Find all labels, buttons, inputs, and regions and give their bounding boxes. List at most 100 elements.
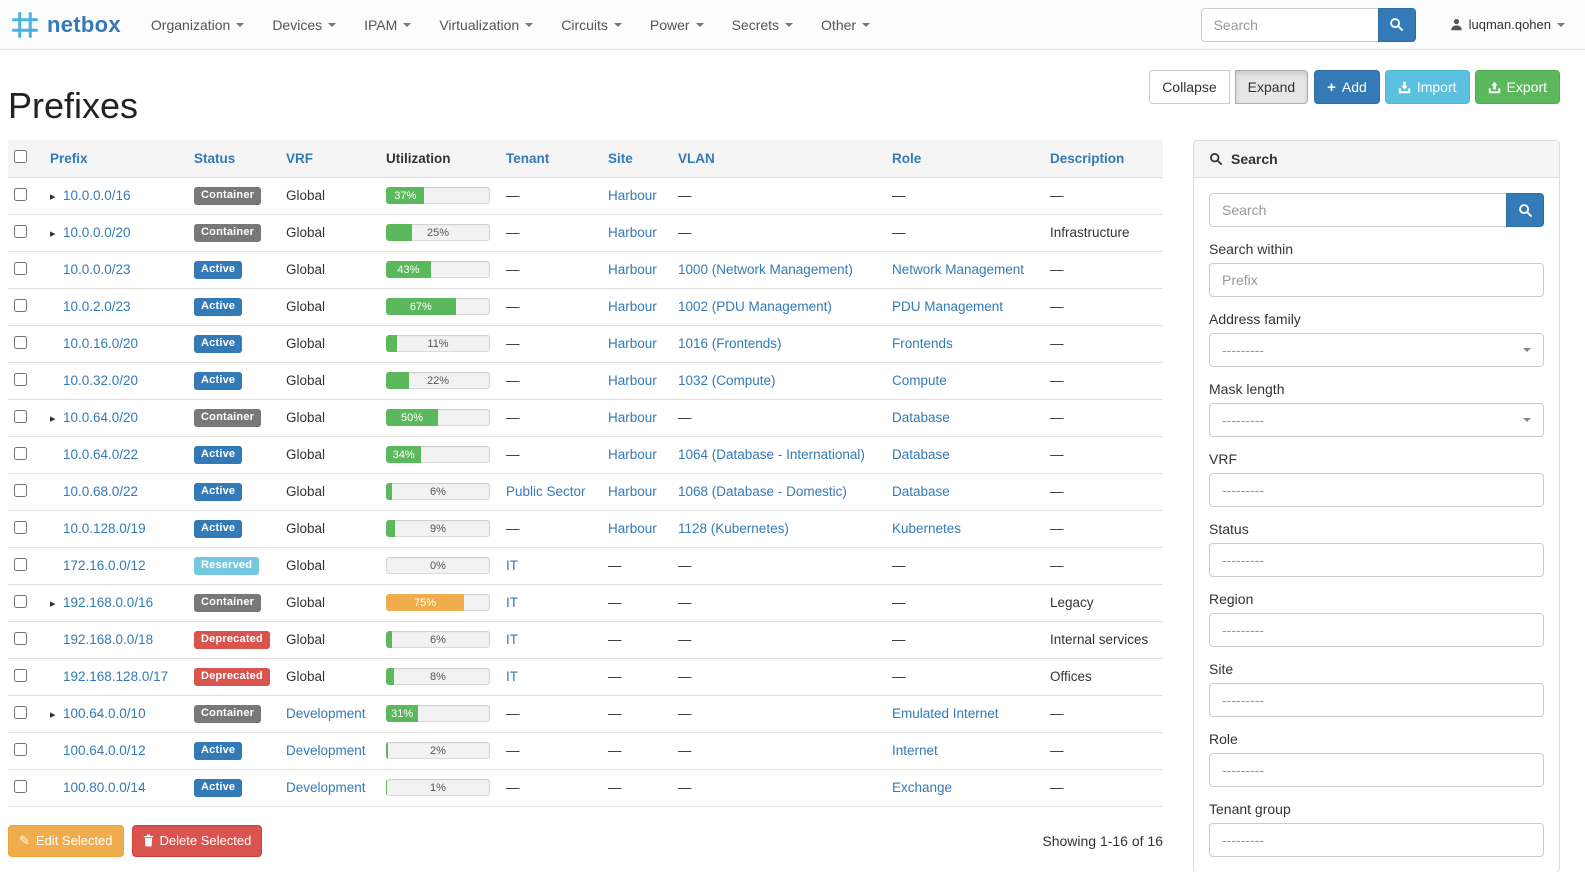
navbar-menu-other[interactable]: Other (807, 0, 884, 50)
expand-caret-icon[interactable]: ▸ (50, 598, 56, 610)
vrf-value[interactable]: Development (286, 743, 366, 758)
column-header-tenant[interactable]: Tenant (500, 140, 602, 178)
navbar-menu-power[interactable]: Power (636, 0, 718, 50)
navbar-menu-ipam[interactable]: IPAM (350, 0, 425, 50)
prefix-link[interactable]: 10.0.64.0/20 (63, 410, 139, 425)
column-header-status[interactable]: Status (188, 140, 280, 178)
prefix-link[interactable]: 192.168.128.0/17 (63, 669, 169, 684)
prefix-link[interactable]: 192.168.0.0/16 (63, 595, 154, 610)
filter-select-status[interactable]: --------- (1209, 543, 1544, 577)
expand-button[interactable]: Expand (1234, 70, 1309, 104)
prefix-link[interactable]: 10.0.2.0/23 (63, 299, 131, 314)
column-header-description[interactable]: Description (1044, 140, 1163, 178)
row-checkbox[interactable] (14, 446, 27, 460)
role-link[interactable]: Compute (892, 373, 947, 388)
netbox-brand[interactable]: netbox (10, 10, 121, 40)
prefix-link[interactable]: 10.0.128.0/19 (63, 521, 146, 536)
role-link[interactable]: Exchange (892, 780, 953, 795)
filter-search-input[interactable] (1209, 193, 1507, 227)
role-link[interactable]: Network Management (892, 262, 1025, 277)
filter-select-tenant-group[interactable]: --------- (1209, 823, 1544, 857)
row-checkbox[interactable] (14, 372, 27, 386)
prefix-link[interactable]: 10.0.64.0/22 (63, 447, 139, 462)
role-link[interactable]: Frontends (892, 336, 953, 351)
navbar-menu-virtualization[interactable]: Virtualization (425, 0, 547, 50)
site-link[interactable]: Harbour (608, 447, 657, 462)
tenant-link[interactable]: IT (506, 632, 518, 647)
user-menu[interactable]: luqman.qohen (1450, 17, 1565, 32)
prefix-link[interactable]: 10.0.0.0/20 (63, 225, 131, 240)
role-link[interactable]: Emulated Internet (892, 706, 999, 721)
row-checkbox[interactable] (14, 483, 27, 497)
expand-caret-icon[interactable]: ▸ (50, 413, 56, 425)
navbar-menu-circuits[interactable]: Circuits (547, 0, 636, 50)
row-checkbox[interactable] (14, 335, 27, 349)
prefix-link[interactable]: 100.80.0.0/14 (63, 780, 146, 795)
site-link[interactable]: Harbour (608, 225, 657, 240)
tenant-link[interactable]: IT (506, 669, 518, 684)
add-button[interactable]: + Add (1314, 70, 1380, 104)
filter-select-vrf[interactable]: --------- (1209, 473, 1544, 507)
row-checkbox[interactable] (14, 187, 27, 201)
vlan-link[interactable]: 1128 (Kubernetes) (678, 521, 789, 536)
prefix-link[interactable]: 10.0.16.0/20 (63, 336, 139, 351)
prefix-link[interactable]: 10.0.0.0/16 (63, 188, 131, 203)
prefix-link[interactable]: 100.64.0.0/12 (63, 743, 146, 758)
expand-caret-icon[interactable]: ▸ (50, 709, 56, 721)
select-all-checkbox[interactable] (14, 150, 27, 164)
role-link[interactable]: Internet (892, 743, 938, 758)
expand-caret-icon[interactable]: ▸ (50, 228, 56, 240)
vlan-link[interactable]: 1016 (Frontends) (678, 336, 782, 351)
site-link[interactable]: Harbour (608, 521, 657, 536)
row-checkbox[interactable] (14, 261, 27, 275)
row-checkbox[interactable] (14, 631, 27, 645)
row-checkbox[interactable] (14, 557, 27, 571)
row-checkbox[interactable] (14, 705, 27, 719)
site-link[interactable]: Harbour (608, 188, 657, 203)
tenant-link[interactable]: Public Sector (506, 484, 586, 499)
vlan-link[interactable]: 1000 (Network Management) (678, 262, 853, 277)
row-checkbox[interactable] (14, 742, 27, 756)
filter-input-search-within[interactable] (1209, 263, 1544, 297)
site-link[interactable]: Harbour (608, 410, 657, 425)
vlan-link[interactable]: 1068 (Database - Domestic) (678, 484, 847, 499)
site-link[interactable]: Harbour (608, 484, 657, 499)
prefix-link[interactable]: 100.64.0.0/10 (63, 706, 146, 721)
site-link[interactable]: Harbour (608, 299, 657, 314)
navbar-menu-devices[interactable]: Devices (258, 0, 350, 50)
filter-select-role[interactable]: --------- (1209, 753, 1544, 787)
role-link[interactable]: PDU Management (892, 299, 1004, 314)
expand-caret-icon[interactable]: ▸ (50, 191, 56, 203)
row-checkbox[interactable] (14, 298, 27, 312)
edit-selected-button[interactable]: ✎ Edit Selected (8, 824, 124, 857)
role-link[interactable]: Database (892, 410, 950, 425)
prefix-link[interactable]: 10.0.68.0/22 (63, 484, 139, 499)
site-link[interactable]: Harbour (608, 336, 657, 351)
row-checkbox[interactable] (14, 668, 27, 682)
role-link[interactable]: Database (892, 484, 950, 499)
tenant-link[interactable]: IT (506, 595, 518, 610)
filter-select-region[interactable]: --------- (1209, 613, 1544, 647)
export-button[interactable]: Export (1474, 70, 1560, 104)
prefix-link[interactable]: 10.0.0.0/23 (63, 262, 131, 277)
collapse-button[interactable]: Collapse (1149, 70, 1230, 104)
delete-selected-button[interactable]: Delete Selected (131, 824, 263, 857)
vlan-link[interactable]: 1002 (PDU Management) (678, 299, 832, 314)
prefix-link[interactable]: 172.16.0.0/12 (63, 558, 146, 573)
navbar-menu-secrets[interactable]: Secrets (718, 0, 807, 50)
vlan-link[interactable]: 1064 (Database - International) (678, 447, 865, 462)
filter-select-address-family[interactable]: --------- (1209, 333, 1544, 367)
site-link[interactable]: Harbour (608, 262, 657, 277)
vrf-value[interactable]: Development (286, 780, 366, 795)
column-header-vrf[interactable]: VRF (280, 140, 380, 178)
global-search-button[interactable] (1377, 7, 1416, 42)
site-link[interactable]: Harbour (608, 373, 657, 388)
import-button[interactable]: Import (1384, 70, 1470, 104)
tenant-link[interactable]: IT (506, 558, 518, 573)
role-link[interactable]: Kubernetes (892, 521, 962, 536)
filter-select-site[interactable]: --------- (1209, 683, 1544, 717)
row-checkbox[interactable] (14, 594, 27, 608)
row-checkbox[interactable] (14, 409, 27, 423)
vrf-value[interactable]: Development (286, 706, 366, 721)
vlan-link[interactable]: 1032 (Compute) (678, 373, 776, 388)
